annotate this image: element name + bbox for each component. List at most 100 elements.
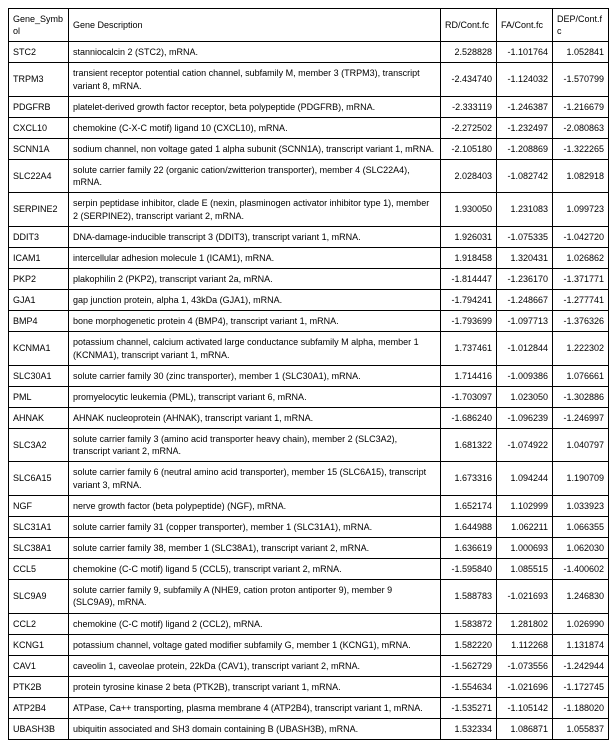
- table-row: CXCL10chemokine (C-X-C motif) ligand 10 …: [9, 117, 609, 138]
- cell-rd: 1.673316: [441, 462, 497, 495]
- cell-desc: ATPase, Ca++ transporting, plasma membra…: [69, 698, 441, 719]
- cell-desc: solute carrier family 30 (zinc transport…: [69, 365, 441, 386]
- cell-symbol: PTK2B: [9, 676, 69, 697]
- cell-fa: -1.009386: [497, 365, 553, 386]
- cell-desc: caveolin 1, caveolae protein, 22kDa (CAV…: [69, 655, 441, 676]
- cell-dep: -2.080863: [553, 117, 609, 138]
- col-fa: FA/Cont.fc: [497, 9, 553, 42]
- cell-dep: -1.322265: [553, 138, 609, 159]
- cell-fa: -1.101764: [497, 42, 553, 63]
- cell-rd: 1.644988: [441, 516, 497, 537]
- cell-fa: 1.086871: [497, 719, 553, 740]
- cell-rd: 1.714416: [441, 365, 497, 386]
- cell-fa: 1.000693: [497, 537, 553, 558]
- cell-rd: -1.554634: [441, 676, 497, 697]
- table-row: SLC30A1solute carrier family 30 (zinc tr…: [9, 365, 609, 386]
- cell-symbol: CCL5: [9, 559, 69, 580]
- cell-desc: chemokine (C-C motif) ligand 5 (CCL5), t…: [69, 559, 441, 580]
- table-body: STC2stanniocalcin 2 (STC2), mRNA.2.52882…: [9, 42, 609, 740]
- cell-desc: stanniocalcin 2 (STC2), mRNA.: [69, 42, 441, 63]
- cell-symbol: TRPM3: [9, 63, 69, 96]
- cell-rd: 1.681322: [441, 429, 497, 462]
- cell-rd: -1.562729: [441, 655, 497, 676]
- table-row: PTK2Bprotein tyrosine kinase 2 beta (PTK…: [9, 676, 609, 697]
- cell-dep: 1.076661: [553, 365, 609, 386]
- cell-desc: chemokine (C-X-C motif) ligand 10 (CXCL1…: [69, 117, 441, 138]
- table-row: PDGFRBplatelet-derived growth factor rec…: [9, 96, 609, 117]
- cell-rd: 1.926031: [441, 226, 497, 247]
- table-row: ATP2B4ATPase, Ca++ transporting, plasma …: [9, 698, 609, 719]
- cell-symbol: DDIT3: [9, 226, 69, 247]
- cell-fa: -1.236170: [497, 268, 553, 289]
- cell-desc: potassium channel, calcium activated lar…: [69, 332, 441, 365]
- cell-fa: -1.105142: [497, 698, 553, 719]
- table-row: DDIT3DNA-damage-inducible transcript 3 (…: [9, 226, 609, 247]
- table-row: STC2stanniocalcin 2 (STC2), mRNA.2.52882…: [9, 42, 609, 63]
- table-row: PMLpromyelocytic leukemia (PML), transcr…: [9, 386, 609, 407]
- cell-dep: -1.216679: [553, 96, 609, 117]
- cell-dep: -1.042720: [553, 226, 609, 247]
- cell-symbol: UBASH3B: [9, 719, 69, 740]
- cell-fa: 1.281802: [497, 613, 553, 634]
- cell-symbol: SLC22A4: [9, 160, 69, 193]
- table-row: SLC22A4solute carrier family 22 (organic…: [9, 160, 609, 193]
- table-row: PKP2plakophilin 2 (PKP2), transcript var…: [9, 268, 609, 289]
- table-row: SLC3A2solute carrier family 3 (amino aci…: [9, 429, 609, 462]
- cell-fa: 1.085515: [497, 559, 553, 580]
- cell-rd: 1.918458: [441, 247, 497, 268]
- cell-rd: 1.930050: [441, 193, 497, 226]
- cell-rd: -1.686240: [441, 407, 497, 428]
- cell-dep: 1.190709: [553, 462, 609, 495]
- cell-desc: DNA-damage-inducible transcript 3 (DDIT3…: [69, 226, 441, 247]
- table-row: SLC31A1solute carrier family 31 (copper …: [9, 516, 609, 537]
- cell-rd: -1.794241: [441, 290, 497, 311]
- cell-desc: serpin peptidase inhibitor, clade E (nex…: [69, 193, 441, 226]
- cell-symbol: SLC30A1: [9, 365, 69, 386]
- cell-dep: 1.222302: [553, 332, 609, 365]
- cell-rd: 2.528828: [441, 42, 497, 63]
- cell-rd: -2.272502: [441, 117, 497, 138]
- cell-dep: 1.052841: [553, 42, 609, 63]
- cell-symbol: ATP2B4: [9, 698, 69, 719]
- table-row: ICAM1intercellular adhesion molecule 1 (…: [9, 247, 609, 268]
- cell-fa: 1.062211: [497, 516, 553, 537]
- cell-desc: potassium channel, voltage gated modifie…: [69, 634, 441, 655]
- cell-desc: nerve growth factor (beta polypeptide) (…: [69, 495, 441, 516]
- cell-fa: -1.021696: [497, 676, 553, 697]
- cell-rd: -1.703097: [441, 386, 497, 407]
- cell-symbol: SLC6A15: [9, 462, 69, 495]
- gene-table: Gene_Symbol Gene Description RD/Cont.fc …: [8, 8, 609, 740]
- cell-symbol: STC2: [9, 42, 69, 63]
- cell-desc: solute carrier family 9, subfamily A (NH…: [69, 580, 441, 613]
- table-row: SLC9A9solute carrier family 9, subfamily…: [9, 580, 609, 613]
- cell-symbol: BMP4: [9, 311, 69, 332]
- cell-rd: 1.582220: [441, 634, 497, 655]
- cell-dep: -1.371771: [553, 268, 609, 289]
- cell-dep: 1.062030: [553, 537, 609, 558]
- cell-desc: solute carrier family 6 (neutral amino a…: [69, 462, 441, 495]
- cell-rd: -1.814447: [441, 268, 497, 289]
- cell-dep: -1.242944: [553, 655, 609, 676]
- header-row: Gene_Symbol Gene Description RD/Cont.fc …: [9, 9, 609, 42]
- table-row: CAV1caveolin 1, caveolae protein, 22kDa …: [9, 655, 609, 676]
- cell-rd: 1.737461: [441, 332, 497, 365]
- cell-symbol: KCNMA1: [9, 332, 69, 365]
- cell-dep: 1.131874: [553, 634, 609, 655]
- cell-rd: -2.434740: [441, 63, 497, 96]
- table-row: BMP4bone morphogenetic protein 4 (BMP4),…: [9, 311, 609, 332]
- cell-desc: solute carrier family 38, member 1 (SLC3…: [69, 537, 441, 558]
- cell-rd: -1.535271: [441, 698, 497, 719]
- cell-rd: -1.793699: [441, 311, 497, 332]
- cell-fa: 1.102999: [497, 495, 553, 516]
- cell-fa: 1.320431: [497, 247, 553, 268]
- cell-symbol: SCNN1A: [9, 138, 69, 159]
- cell-desc: gap junction protein, alpha 1, 43kDa (GJ…: [69, 290, 441, 311]
- cell-dep: 1.246830: [553, 580, 609, 613]
- cell-rd: -1.595840: [441, 559, 497, 580]
- cell-rd: 1.652174: [441, 495, 497, 516]
- table-row: CCL2chemokine (C-C motif) ligand 2 (CCL2…: [9, 613, 609, 634]
- col-rd: RD/Cont.fc: [441, 9, 497, 42]
- cell-dep: 1.066355: [553, 516, 609, 537]
- cell-fa: -1.075335: [497, 226, 553, 247]
- cell-fa: -1.208869: [497, 138, 553, 159]
